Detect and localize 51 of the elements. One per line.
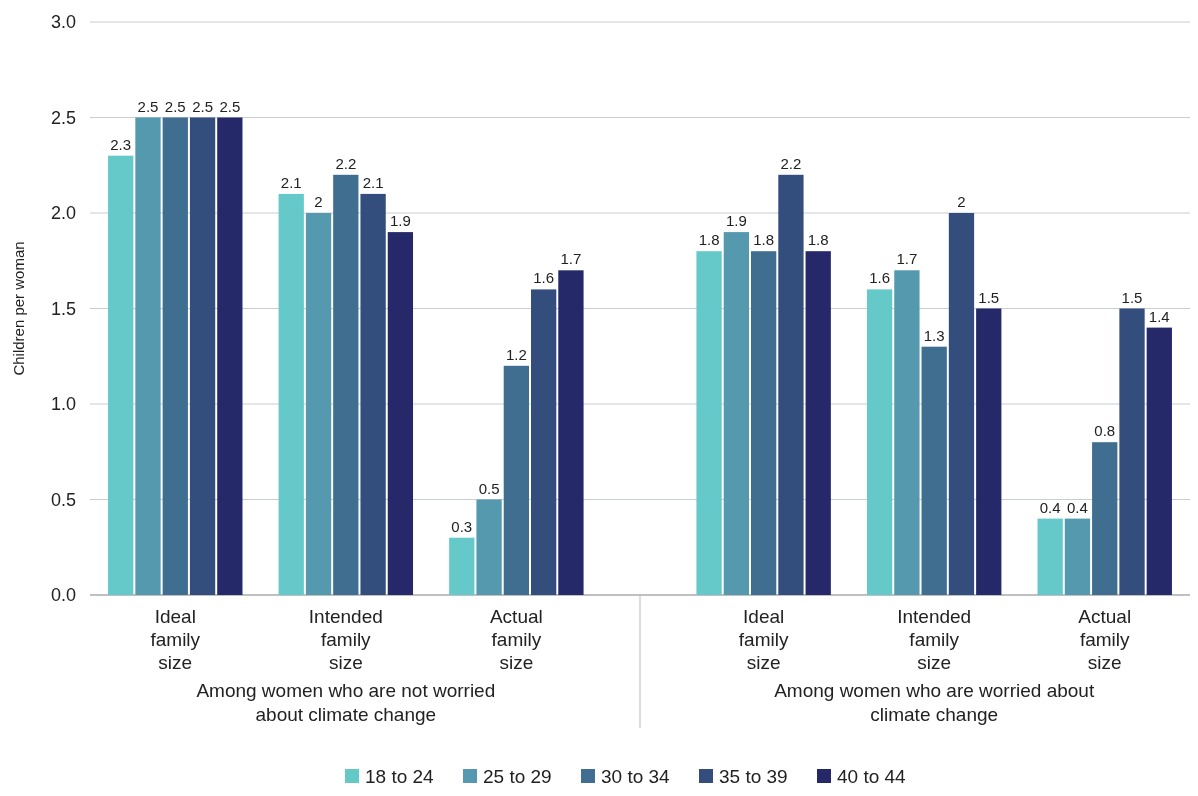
data-label: 1.3 xyxy=(923,326,945,344)
y-tick-label: 1.0 xyxy=(50,394,76,415)
data-label: 0.4 xyxy=(1039,498,1061,516)
data-label: 0.3 xyxy=(451,517,473,535)
data-label: 2.5 xyxy=(164,97,186,115)
data-label: 1.7 xyxy=(896,250,918,268)
y-axis-title: Children per woman xyxy=(10,241,27,376)
data-label: 1.9 xyxy=(725,212,747,230)
data-label: 2 xyxy=(314,193,323,210)
y-tick-label: 2.5 xyxy=(50,107,76,128)
data-label: 2.5 xyxy=(219,97,241,115)
y-tick-label: 1.5 xyxy=(50,298,76,319)
data-label: 1.7 xyxy=(560,250,582,268)
data-label: 2.3 xyxy=(110,135,132,153)
data-label: 2.1 xyxy=(280,173,302,191)
data-label: 0.8 xyxy=(1094,422,1116,440)
data-label: 0.5 xyxy=(478,479,500,497)
data-label: 1.4 xyxy=(1148,307,1170,325)
x-tick-label: Ideal family size xyxy=(150,606,201,673)
legend-label: 35 to 39 xyxy=(719,766,788,787)
y-tick-label: 0.5 xyxy=(50,489,76,510)
legend-label: 25 to 29 xyxy=(483,766,552,787)
data-label: 1.9 xyxy=(389,212,411,230)
data-label: 1.5 xyxy=(978,288,1000,306)
data-label: 2.1 xyxy=(362,173,384,191)
data-label: 2.2 xyxy=(780,154,802,172)
x-tick-label: Actual family size xyxy=(489,606,543,673)
data-label: 2.2 xyxy=(335,154,357,172)
x-tick-label: Actual family size xyxy=(1078,606,1132,673)
y-tick-label: 0.0 xyxy=(50,585,76,606)
data-label: 2 xyxy=(957,193,966,210)
text: Among women who are not worried about climate change xyxy=(196,680,496,725)
x-tick-label: Intended family size xyxy=(308,606,383,673)
x-tick-label: Ideal family size xyxy=(738,606,789,673)
data-label: 1.2 xyxy=(505,345,527,363)
legend-label: 30 to 34 xyxy=(601,766,671,787)
legend-label: 18 to 24 xyxy=(365,766,435,787)
y-tick-label: 3.0 xyxy=(50,12,76,33)
text: Among women who are worried about climate change xyxy=(774,680,1095,725)
y-tick-label: 2.0 xyxy=(50,203,76,224)
data-label: 1.8 xyxy=(753,231,775,249)
data-label: 0.4 xyxy=(1067,498,1088,516)
data-label: 1.8 xyxy=(698,231,720,249)
data-label: 1.5 xyxy=(1121,288,1143,306)
data-label: 2.5 xyxy=(192,97,213,115)
data-label: 1.6 xyxy=(869,269,891,287)
data-label: 1.8 xyxy=(807,231,829,249)
data-label: 2.5 xyxy=(137,97,159,115)
legend-label: 40 to 44 xyxy=(837,766,907,787)
data-label: 1.6 xyxy=(533,269,555,287)
x-tick-label: Intended family size xyxy=(897,606,972,673)
